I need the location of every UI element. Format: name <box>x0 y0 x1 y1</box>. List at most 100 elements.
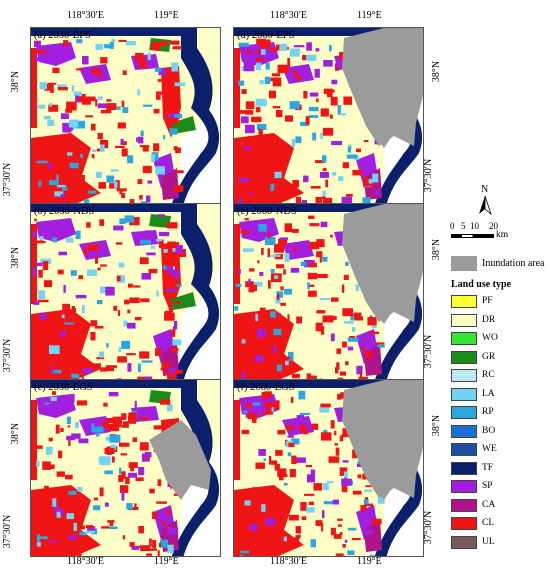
land-patch <box>85 115 93 118</box>
land-patch <box>247 411 258 420</box>
land-patch <box>268 280 271 289</box>
land-patch <box>321 196 326 200</box>
land-patch <box>347 337 359 342</box>
land-patch <box>48 437 53 442</box>
land-patch <box>341 478 352 486</box>
north-coast-band <box>234 28 384 36</box>
land-patch <box>298 390 306 400</box>
aquaculture <box>364 520 382 552</box>
land-patch <box>350 314 354 321</box>
land-patch <box>99 456 111 466</box>
land-patch <box>141 273 152 280</box>
land-patch <box>259 181 264 189</box>
scale-tick-10: 10 <box>470 221 479 231</box>
land-patch <box>38 180 42 187</box>
bottom-lon-label-3: 118°30′E <box>270 556 307 567</box>
land-patch <box>270 183 275 191</box>
land-patch <box>313 483 323 491</box>
land-patch <box>116 275 121 282</box>
land-patch <box>329 114 333 119</box>
map-panel-e: (e) 2060-NDS <box>233 203 424 381</box>
land-patch <box>61 314 65 319</box>
legend-label-rp: RP <box>482 407 494 417</box>
land-patch <box>44 402 49 405</box>
bottom-lon-label-1: 118°30′E <box>67 556 104 567</box>
land-patch <box>60 522 72 528</box>
land-patch <box>296 415 305 422</box>
land-patch <box>261 49 266 55</box>
land-patch <box>93 363 101 369</box>
land-patch <box>167 527 179 535</box>
land-patch <box>105 365 115 372</box>
land-patch <box>293 246 297 253</box>
north-coast-band <box>234 204 384 212</box>
land-patch <box>167 117 179 125</box>
land-patch <box>93 497 99 501</box>
land-patch <box>280 146 288 155</box>
land-patch <box>68 490 77 495</box>
land-patch <box>268 549 272 552</box>
land-patch <box>39 236 44 243</box>
land-patch <box>58 144 63 151</box>
land-patch <box>66 416 71 425</box>
land-patch <box>96 148 102 152</box>
land-patch <box>352 169 363 176</box>
land-patch <box>122 107 129 113</box>
land-patch <box>316 239 325 248</box>
land-patch <box>345 194 353 197</box>
land-patch <box>354 316 363 321</box>
land-patch <box>104 44 113 49</box>
land-patch <box>95 255 98 264</box>
land-patch <box>306 54 317 61</box>
land-patch <box>306 42 312 51</box>
legend-swatch-la <box>451 387 477 401</box>
land-patch <box>243 62 255 72</box>
land-patch <box>341 284 345 293</box>
land-patch <box>158 68 166 76</box>
land-patch <box>242 364 253 368</box>
land-patch <box>347 346 354 351</box>
legend-swatch-gr <box>451 350 477 364</box>
land-patch <box>127 322 136 329</box>
land-patch <box>342 308 354 317</box>
land-patch <box>258 449 266 456</box>
land-patch <box>301 516 307 520</box>
land-patch <box>320 432 332 441</box>
land-patch <box>323 88 328 95</box>
land-patch <box>166 288 177 292</box>
land-patch <box>276 291 283 298</box>
land-patch <box>364 497 369 502</box>
land-patch <box>326 481 334 484</box>
land-patch <box>241 371 246 380</box>
legend-label-gr: GR <box>482 351 496 362</box>
land-patch <box>116 275 125 283</box>
land-patch <box>113 305 118 311</box>
land-patch <box>248 278 251 285</box>
land-patch <box>166 265 173 274</box>
land-patch <box>341 196 353 204</box>
land-patch <box>126 353 136 356</box>
land-patch <box>320 108 329 117</box>
land-patch <box>59 176 64 182</box>
land-patch <box>320 221 328 228</box>
land-patch <box>247 338 251 346</box>
land-patch <box>157 550 160 556</box>
land-patch <box>343 274 349 280</box>
left-lat-3730-c: 37°30′N <box>2 514 14 549</box>
land-patch <box>119 191 123 195</box>
land-patch <box>166 103 175 109</box>
legend-label-wo: WO <box>482 333 498 343</box>
land-patch <box>300 121 310 126</box>
land-patch <box>173 146 178 151</box>
land-patch <box>86 222 91 228</box>
land-patch <box>48 162 52 170</box>
land-patch <box>328 456 340 463</box>
land-patch <box>339 467 348 476</box>
land-patch <box>337 105 341 114</box>
land-patch <box>123 141 127 145</box>
land-patch <box>244 218 249 221</box>
land-patch <box>159 231 170 237</box>
land-patch <box>140 201 148 204</box>
land-patch <box>134 317 142 321</box>
land-patch <box>283 288 292 295</box>
